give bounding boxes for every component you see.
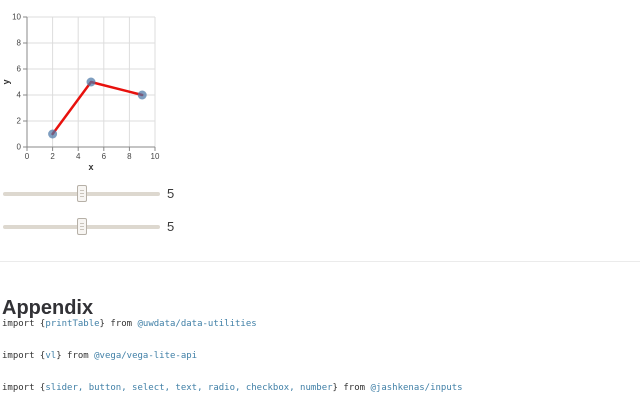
slider-value: 5 xyxy=(167,186,175,201)
import-statement: import {printTable} from @uwdata/data-ut… xyxy=(2,318,257,330)
x-tick-label: 4 xyxy=(76,152,81,161)
imported-names: vl xyxy=(45,351,57,361)
y-tick-label: 10 xyxy=(12,13,21,22)
slider-thumb-grip-icon xyxy=(79,223,84,231)
x-axis-title: x xyxy=(88,162,93,172)
import-statement: import {slider, button, select, text, ra… xyxy=(2,382,463,394)
slider: 5 xyxy=(0,185,210,203)
y-tick-label: 2 xyxy=(17,117,22,126)
y-tick-label: 6 xyxy=(17,65,22,74)
import-statement: import {vl} from @vega/vega-lite-api xyxy=(2,350,197,362)
x-tick-label: 2 xyxy=(50,152,55,161)
appendix-heading: Appendix xyxy=(2,296,94,319)
x-tick-label: 8 xyxy=(127,152,132,161)
y-tick-label: 0 xyxy=(17,143,22,152)
slider-thumb[interactable] xyxy=(76,218,87,235)
data-point xyxy=(48,129,58,139)
module-link[interactable]: @jashkenas/inputs xyxy=(370,383,463,393)
chart-svg: 0 2 4 6 8 10 0 2 4 6 8 10 x y xyxy=(1,13,160,173)
module-link[interactable]: @vega/vega-lite-api xyxy=(94,351,198,361)
slider-thumb-grip-icon xyxy=(79,190,84,198)
slider: 5 xyxy=(0,218,210,236)
imported-names: printTable xyxy=(45,319,100,329)
code-keyword: import { xyxy=(2,351,46,361)
code-keyword: } from xyxy=(99,319,138,329)
module-link[interactable]: @uwdata/data-utilities xyxy=(137,319,257,329)
code-keyword: import { xyxy=(2,319,46,329)
data-line xyxy=(51,80,144,136)
data-point xyxy=(137,90,147,100)
scatter-line-chart: 0 2 4 6 8 10 0 2 4 6 8 10 x y xyxy=(1,6,177,178)
cell-divider xyxy=(0,261,640,262)
x-tick-label: 6 xyxy=(102,152,107,161)
data-point xyxy=(86,77,96,87)
x-tick-label: 10 xyxy=(151,152,160,161)
slider-thumb[interactable] xyxy=(76,185,87,202)
slider-value: 5 xyxy=(167,219,175,234)
code-keyword: import { xyxy=(2,383,46,393)
code-keyword: } from xyxy=(56,351,95,361)
y-tick-label: 4 xyxy=(17,91,22,100)
imported-names: slider, button, select, text, radio, che… xyxy=(45,383,333,393)
code-keyword: } from xyxy=(332,383,371,393)
y-axis-title: y xyxy=(2,79,11,84)
x-tick-label: 0 xyxy=(25,152,30,161)
y-tick-label: 8 xyxy=(17,39,22,48)
